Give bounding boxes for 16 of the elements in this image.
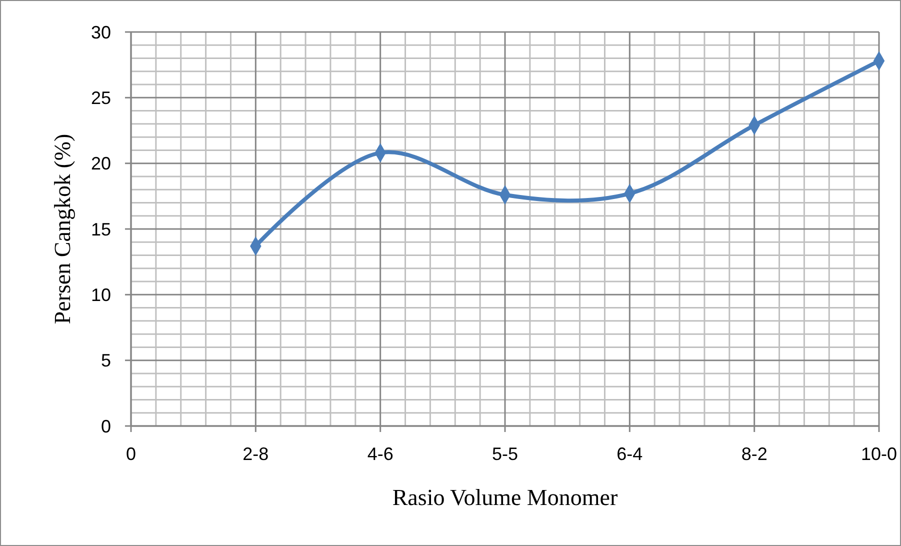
x-tick-label: 6-4 (616, 444, 643, 464)
y-tick-label: 10 (90, 284, 111, 305)
x-tick-label: 2-8 (242, 444, 269, 464)
x-tick-label: 0 (126, 444, 136, 464)
y-tick-label: 5 (100, 350, 111, 371)
x-tick-label: 5-5 (492, 444, 518, 464)
x-tick-label: 10-0 (860, 444, 898, 464)
x-tick-label: 4-6 (367, 444, 394, 464)
y-tick-label: 25 (90, 88, 111, 108)
x-axis-title: Rasio Volume Monomer (392, 485, 618, 510)
y-axis-title: Persen Cangkok (%) (50, 134, 75, 324)
y-tick-label: 30 (90, 22, 111, 42)
y-tick-label: 20 (90, 154, 111, 174)
x-tick-label: 8-2 (741, 444, 768, 464)
y-tick-label: 15 (90, 219, 111, 240)
y-tick-label: 0 (100, 416, 111, 436)
